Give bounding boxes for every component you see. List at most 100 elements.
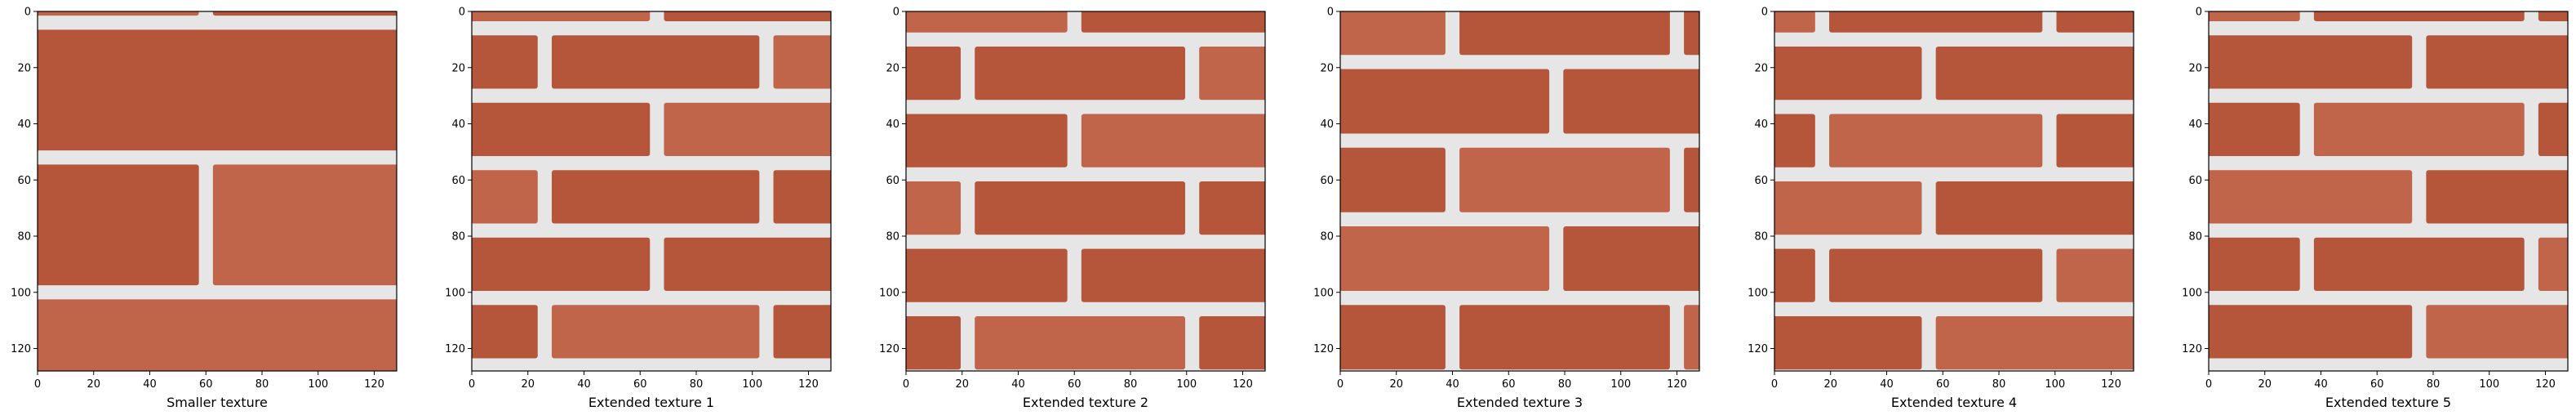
x-tick-label: 80 [690, 378, 704, 391]
brick [472, 11, 651, 22]
brick [1199, 181, 1265, 235]
x-tick-label: 100 [1610, 378, 1631, 391]
brick-texture-image [38, 11, 397, 371]
brick [2056, 114, 2134, 168]
x-tick-label: 100 [308, 378, 328, 391]
brick [1829, 114, 2043, 168]
x-tick-label: 100 [1176, 378, 1197, 391]
x-tick-label: 20 [955, 378, 969, 391]
brick [472, 305, 538, 359]
axes-frame [471, 11, 832, 372]
brick [664, 11, 831, 22]
brick [38, 29, 397, 151]
brick [2538, 237, 2568, 292]
x-tick-label: 0 [903, 378, 909, 391]
brick [906, 181, 962, 235]
texture-panel: 0 20 40 60 80 100 120 0 20 40 60 80 100 120 Extended t… [1313, 7, 1700, 410]
brick [773, 305, 831, 359]
y-tick-label: 40 [1754, 118, 1768, 131]
brick [2426, 305, 2568, 359]
y-tick-label: 60 [2188, 175, 2202, 187]
y-tick-label: 20 [886, 62, 899, 74]
y-tick-label: 40 [2188, 118, 2202, 131]
brick [472, 35, 538, 89]
brick [2209, 11, 2300, 22]
y-tick-label: 20 [1320, 62, 1334, 74]
brick [773, 35, 831, 89]
brick [2538, 11, 2568, 22]
brick [773, 170, 831, 224]
y-tick-label: 80 [1754, 231, 1768, 244]
brick [1459, 147, 1670, 212]
x-tick-label: 120 [798, 378, 819, 391]
y-tick-label: 120 [11, 343, 31, 355]
texture-panel: 0 20 40 60 80 100 120 0 20 40 60 80 100 120 Extended t… [1747, 7, 2134, 420]
brick [906, 11, 1068, 33]
brick-texture-image [906, 11, 1265, 371]
brick [2209, 305, 2413, 359]
x-tick-label: 60 [2370, 378, 2384, 391]
brick [975, 315, 1186, 370]
y-tick-label: 80 [886, 231, 899, 244]
brick [1774, 181, 1922, 235]
y-tick-label: 0 [1327, 7, 1334, 19]
brick [1935, 181, 2134, 235]
brick [1340, 305, 1446, 370]
brick [2426, 35, 2568, 89]
brick [472, 102, 651, 157]
brick [906, 315, 962, 370]
y-tick-label: 20 [2188, 62, 2202, 74]
panel-caption: Extended texture 2 [1023, 395, 1148, 410]
brick-texture-image [472, 11, 831, 371]
brick [1081, 248, 1265, 302]
x-tick-label: 60 [1502, 378, 1516, 391]
y-tick-label: 100 [11, 287, 31, 299]
x-tick-label: 40 [1446, 378, 1459, 391]
y-tick-label: 40 [17, 118, 31, 131]
brick [551, 305, 760, 359]
brick [1340, 69, 1550, 134]
x-tick-label: 0 [34, 378, 41, 391]
brick [38, 11, 199, 16]
brick [2209, 237, 2300, 292]
brick [2209, 35, 2413, 89]
y-tick-label: 0 [459, 7, 465, 19]
brick [1774, 11, 1815, 33]
x-tick-label: 80 [2427, 378, 2441, 391]
brick [906, 248, 1068, 302]
y-tick-label: 120 [1748, 343, 1768, 355]
y-tick-label: 60 [17, 175, 31, 187]
y-tick-label: 80 [17, 231, 31, 244]
brick [1829, 248, 2043, 302]
brick [1563, 69, 1699, 134]
x-tick-label: 40 [577, 378, 591, 391]
x-tick-label: 60 [633, 378, 647, 391]
brick [2209, 102, 2300, 157]
brick [1684, 305, 1699, 370]
brick [551, 170, 760, 224]
brick [1935, 46, 2134, 101]
brick [2313, 237, 2525, 292]
x-tick-label: 60 [199, 378, 213, 391]
brick [1774, 114, 1815, 168]
y-tick-label: 120 [1313, 343, 1334, 355]
y-tick-label: 100 [1748, 287, 1768, 299]
brick [1459, 11, 1670, 56]
brick [1747, 383, 1815, 420]
axes-frame [1774, 11, 2134, 372]
brick [1684, 11, 1699, 56]
x-tick-label: 100 [2479, 378, 2499, 391]
y-tick-label: 20 [17, 62, 31, 74]
texture-panel: 0 20 40 60 80 100 120 0 20 40 60 80 100 120 Extended t… [879, 7, 1266, 410]
brick [664, 237, 831, 292]
brick [975, 46, 1186, 101]
brick [2056, 11, 2134, 33]
x-tick-label: 120 [2535, 378, 2556, 391]
texture-panel: 0 20 40 60 80 100 120 0 20 40 60 80 100 120 Smaller te… [11, 7, 398, 410]
x-tick-label: 20 [2258, 378, 2272, 391]
brick [1563, 226, 1699, 292]
y-tick-label: 20 [1754, 62, 1768, 74]
texture-panel: 0 20 40 60 80 100 120 0 20 40 60 80 100 120 Extended t… [2182, 7, 2569, 410]
x-tick-label: 100 [742, 378, 762, 391]
brick [1774, 46, 1922, 101]
